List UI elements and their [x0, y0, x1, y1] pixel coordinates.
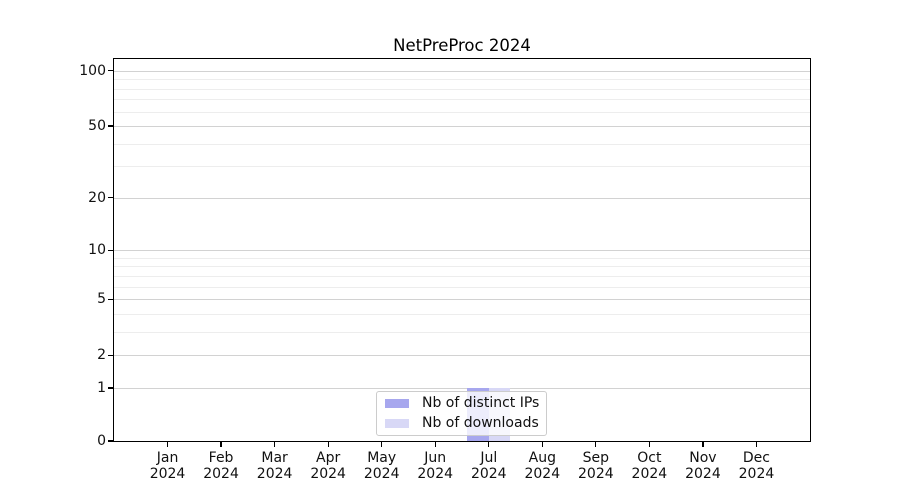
- y-gridline-major: [114, 197, 810, 199]
- y-gridline-minor: [114, 99, 810, 101]
- y-gridline-minor: [114, 88, 810, 90]
- x-tick-label: Oct 2024: [631, 450, 668, 482]
- y-tick-label: 10: [88, 242, 106, 259]
- x-tick-mark: [702, 441, 704, 447]
- y-tick-label: 0: [97, 433, 106, 449]
- x-tick-mark: [541, 441, 543, 447]
- y-gridline-major: [114, 355, 810, 357]
- y-tick-mark: [108, 298, 114, 300]
- x-tick-mark: [648, 441, 650, 447]
- legend-item: Nb of distinct IPs: [385, 395, 540, 412]
- x-tick-mark: [595, 441, 597, 447]
- y-gridline-major: [114, 388, 810, 390]
- y-tick-mark: [108, 249, 114, 251]
- y-tick-label: 5: [97, 291, 106, 308]
- x-tick-label: Mar 2024: [256, 450, 293, 482]
- y-gridline-minor: [114, 143, 810, 145]
- x-tick-mark: [274, 441, 276, 447]
- x-tick-label: Aug 2024: [524, 450, 561, 482]
- legend: Nb of distinct IPs Nb of downloads: [376, 391, 547, 436]
- x-tick-mark: [434, 441, 436, 447]
- legend-item: Nb of downloads: [385, 415, 539, 432]
- y-gridline-minor: [114, 79, 810, 81]
- x-tick-label: Sep 2024: [578, 450, 614, 482]
- y-gridline-minor: [114, 257, 810, 259]
- x-tick-label: Jul 2024: [470, 450, 507, 482]
- legend-swatch-distinct-ips: [385, 399, 409, 408]
- x-tick-label: Apr 2024: [310, 450, 346, 482]
- y-gridline-minor: [114, 286, 810, 288]
- x-tick-mark: [220, 441, 222, 447]
- y-tick-label: 2: [97, 347, 106, 364]
- y-gridline-minor: [114, 275, 810, 277]
- y-tick-mark: [108, 354, 114, 356]
- y-tick-label: 20: [88, 189, 106, 206]
- x-tick-mark: [381, 441, 383, 447]
- y-gridline-major: [114, 299, 810, 301]
- y-tick-mark: [108, 440, 114, 442]
- y-gridline-major: [114, 126, 810, 127]
- legend-label: Nb of distinct IPs: [422, 395, 540, 411]
- y-gridline-major: [114, 250, 810, 252]
- y-gridline-minor: [114, 313, 810, 315]
- y-gridline-major: [114, 70, 810, 72]
- y-tick-mark: [108, 387, 114, 389]
- x-tick-mark: [327, 441, 329, 447]
- x-tick-mark: [166, 441, 169, 447]
- y-gridline-minor: [114, 111, 810, 113]
- x-tick-mark: [755, 441, 758, 447]
- x-tick-label: May 2024: [363, 450, 400, 482]
- x-tick-label: Jun 2024: [417, 450, 454, 482]
- y-gridline-minor: [114, 166, 810, 168]
- legend-label: Nb of downloads: [422, 415, 539, 431]
- y-tick-label: 1: [97, 380, 106, 397]
- x-tick-label: Dec 2024: [738, 450, 775, 482]
- y-tick-label: 100: [79, 62, 106, 79]
- x-tick-label: Feb 2024: [203, 450, 239, 482]
- y-tick-mark: [108, 70, 114, 72]
- legend-swatch-downloads: [385, 419, 409, 428]
- x-tick-mark: [488, 441, 490, 447]
- y-tick-label: 50: [88, 118, 106, 134]
- y-tick-mark: [108, 197, 114, 199]
- y-tick-mark: [108, 125, 114, 127]
- x-tick-label: Jan 2024: [149, 450, 186, 482]
- y-gridline-minor: [114, 266, 810, 268]
- x-tick-label: Nov 2024: [685, 450, 721, 482]
- chart-title: NetPreProc 2024: [393, 36, 531, 55]
- y-gridline-minor: [114, 331, 810, 333]
